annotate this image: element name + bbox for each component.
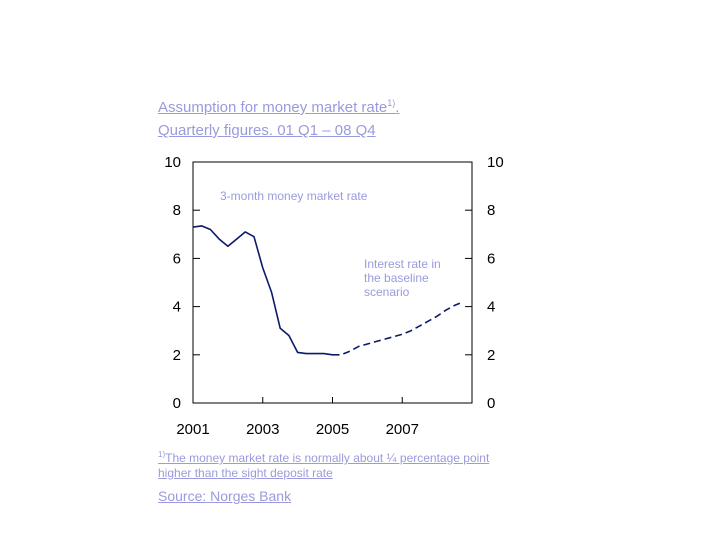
y-tick-label-right: 8 (487, 202, 495, 219)
y-tick-label-left: 6 (173, 250, 181, 267)
y-tick-label-left: 2 (173, 347, 181, 364)
y-tick-label-right: 2 (487, 347, 495, 364)
y-tick-label-right: 0 (487, 395, 495, 412)
footnote-marker: 1) (158, 450, 166, 459)
footnote-text: The money market rate is normally about … (158, 451, 490, 480)
x-tick-label: 2005 (316, 421, 349, 438)
y-tick-label-left: 10 (164, 154, 181, 171)
chart-subtitle: Quarterly figures. 01 Q1 – 08 Q4 (158, 122, 376, 139)
source-note: Source: Norges Bank (158, 488, 292, 504)
y-tick-label-left: 4 (173, 299, 181, 316)
footnote: 1)The money market rate is normally abou… (158, 447, 518, 481)
y-tick-label-left: 0 (173, 395, 181, 412)
chart-title-footnote-marker: 1) (387, 98, 396, 108)
y-tick-label-left: 8 (173, 202, 181, 219)
chart-title-line1: Assumption for money market rate1). (158, 98, 399, 116)
series-line-historical (192, 225, 333, 356)
series-line-baseline-scenario (332, 301, 464, 356)
annotation-historical: 3-month money market rate (220, 189, 368, 203)
x-tick-label: 2007 (386, 421, 419, 438)
x-tick-label: 2003 (246, 421, 279, 438)
chart-title-text: Assumption for money market rate (158, 99, 388, 116)
y-tick-label-right: 10 (487, 154, 504, 171)
y-tick-label-right: 4 (487, 299, 495, 316)
annotation-baseline: Interest rate in the baseline scenario (364, 257, 441, 299)
y-tick-label-right: 6 (487, 250, 495, 267)
chart-title-end: . (395, 99, 400, 116)
x-tick-label: 2001 (176, 421, 209, 438)
